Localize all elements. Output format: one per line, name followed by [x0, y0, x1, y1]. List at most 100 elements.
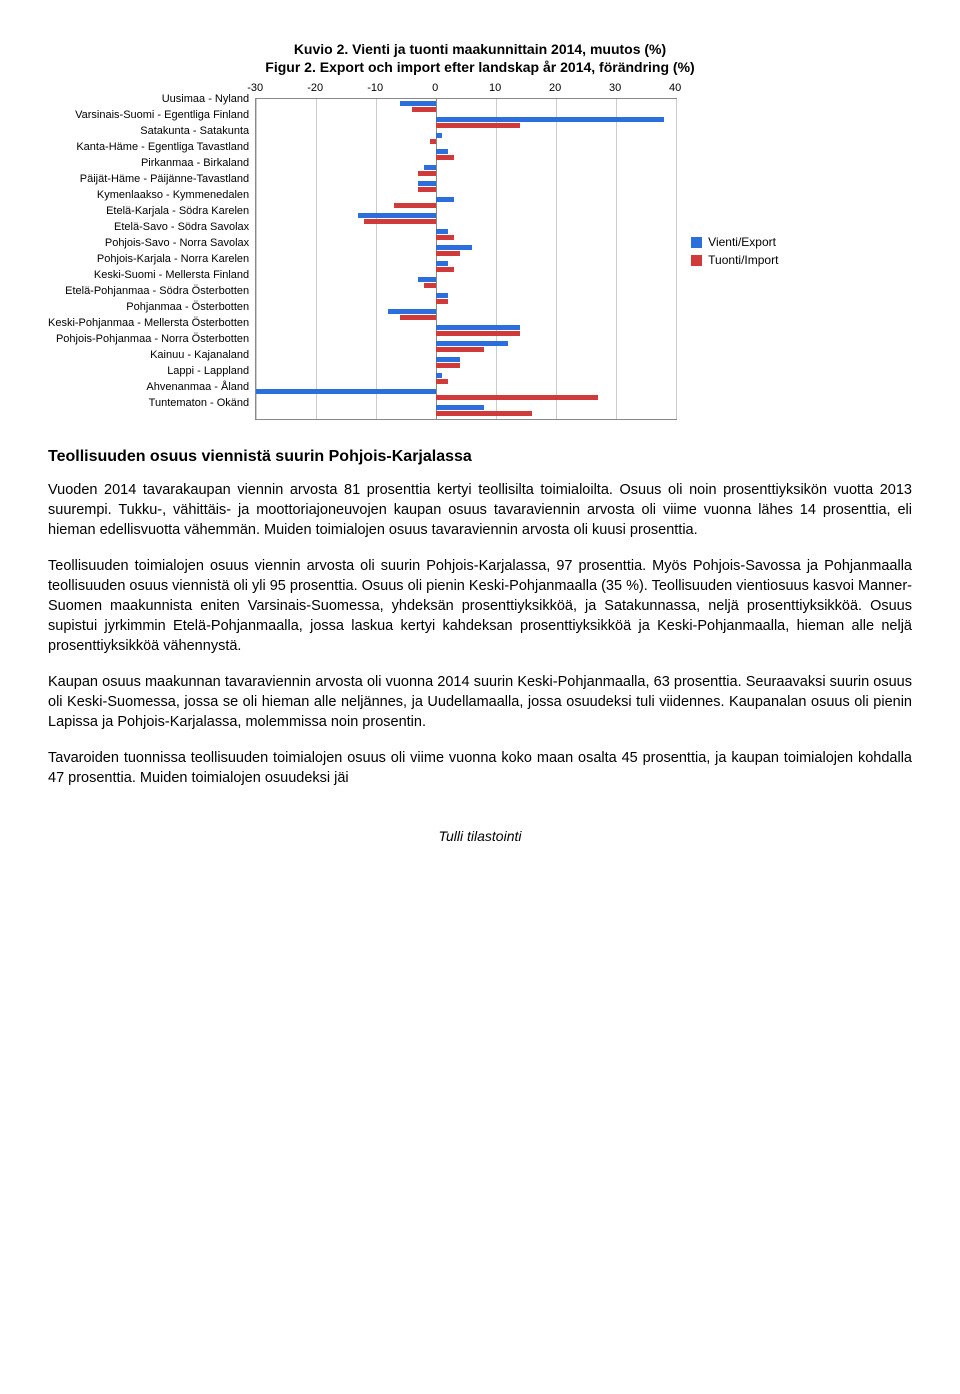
y-category-label: Kainuu - Kajanaland: [150, 347, 249, 363]
import-bar: [412, 107, 436, 112]
bar-row: [256, 163, 676, 179]
legend-swatch-export: [691, 237, 702, 248]
export-bar: [436, 117, 664, 122]
import-bar: [424, 283, 436, 288]
y-category-label: Pohjois-Pohjanmaa - Norra Österbotten: [56, 331, 249, 347]
x-tick-label: 30: [609, 82, 621, 94]
y-category-label: Kymenlaakso - Kymmenedalen: [97, 187, 249, 203]
export-bar: [400, 101, 436, 106]
bar-row: [256, 355, 676, 371]
bar-row: [256, 99, 676, 115]
import-bar: [436, 299, 448, 304]
x-tick-label: -10: [367, 82, 383, 94]
import-bar: [436, 347, 484, 352]
y-category-label: Etelä-Savo - Södra Savolax: [114, 219, 249, 235]
y-category-label: Etelä-Pohjanmaa - Södra Österbotten: [65, 283, 249, 299]
bar-row: [256, 115, 676, 131]
import-bar: [436, 331, 520, 336]
import-bar: [400, 315, 436, 320]
section-heading: Teollisuuden osuus viennistä suurin Pohj…: [48, 448, 912, 466]
export-bar: [436, 293, 448, 298]
export-bar: [388, 309, 436, 314]
export-bar: [436, 357, 460, 362]
y-category-label: Kanta-Häme - Egentliga Tavastland: [76, 139, 249, 155]
y-category-label: Keski-Pohjanmaa - Mellersta Österbotten: [48, 315, 249, 331]
export-bar: [256, 389, 436, 394]
x-tick-label: 0: [432, 82, 438, 94]
y-category-label: Uusimaa - Nyland: [162, 91, 249, 107]
export-bar: [418, 181, 436, 186]
y-category-label: Pohjanmaa - Österbotten: [126, 299, 249, 315]
chart-title: Kuvio 2. Vienti ja tuonti maakunnittain …: [48, 40, 912, 76]
export-bar: [436, 373, 442, 378]
y-category-label: Keski-Suomi - Mellersta Finland: [94, 267, 249, 283]
import-bar: [418, 187, 436, 192]
bar-row: [256, 131, 676, 147]
export-bar: [436, 261, 448, 266]
import-bar: [436, 251, 460, 256]
export-bar: [436, 133, 442, 138]
y-category-label: Pohjois-Karjala - Norra Karelen: [97, 251, 249, 267]
import-bar: [436, 267, 454, 272]
export-bar: [436, 405, 484, 410]
footer: Tulli tilastointi: [48, 828, 912, 844]
bar-row: [256, 195, 676, 211]
import-bar: [436, 123, 520, 128]
export-bar: [436, 325, 520, 330]
bar-row: [256, 403, 676, 419]
export-bar: [358, 213, 436, 218]
bar-row: [256, 179, 676, 195]
bar-row: [256, 371, 676, 387]
export-bar: [418, 277, 436, 282]
import-bar: [364, 219, 436, 224]
export-bar: [436, 197, 454, 202]
bar-row: [256, 227, 676, 243]
bar-row: [256, 211, 676, 227]
export-bar: [436, 149, 448, 154]
y-category-label: Satakunta - Satakunta: [140, 123, 249, 139]
export-bar: [436, 245, 472, 250]
import-bar: [430, 139, 436, 144]
import-bar: [436, 363, 460, 368]
y-category-label: Etelä-Karjala - Södra Karelen: [106, 203, 249, 219]
bar-row: [256, 243, 676, 259]
chart-container: Uusimaa - NylandVarsinais-Suomi - Egentl…: [48, 82, 912, 420]
bar-row: [256, 275, 676, 291]
legend-label-import: Tuonti/Import: [708, 253, 778, 267]
export-bar: [424, 165, 436, 170]
chart-title-line1: Kuvio 2. Vienti ja tuonti maakunnittain …: [48, 40, 912, 58]
legend-item-export: Vienti/Export: [691, 235, 778, 249]
x-tick-label: -30: [247, 82, 263, 94]
body-paragraph: Kaupan osuus maakunnan tavaraviennin arv…: [48, 672, 912, 732]
bar-row: [256, 339, 676, 355]
chart-title-line2: Figur 2. Export och import efter landska…: [48, 58, 912, 76]
chart-legend: Vienti/Export Tuonti/Import: [691, 231, 778, 271]
x-tick-label: 20: [549, 82, 561, 94]
import-bar: [436, 235, 454, 240]
x-tick-label: 40: [669, 82, 681, 94]
y-category-label: Ahvenanmaa - Åland: [146, 379, 249, 395]
body-paragraph: Vuoden 2014 tavarakaupan viennin arvosta…: [48, 480, 912, 540]
y-category-label: Tuntematon - Okänd: [149, 395, 249, 411]
chart-plot-column: -30-20-10010203040: [255, 82, 677, 420]
y-category-label: Varsinais-Suomi - Egentliga Finland: [75, 107, 249, 123]
bar-row: [256, 387, 676, 403]
import-bar: [436, 395, 598, 400]
bar-row: [256, 323, 676, 339]
legend-swatch-import: [691, 255, 702, 266]
import-bar: [418, 171, 436, 176]
import-bar: [436, 379, 448, 384]
bar-row: [256, 307, 676, 323]
gridline: [676, 99, 677, 419]
chart-plot-area: [255, 98, 677, 420]
body-paragraph: Teollisuuden toimialojen osuus viennin a…: [48, 556, 912, 656]
import-bar: [436, 411, 532, 416]
body-text: Vuoden 2014 tavarakaupan viennin arvosta…: [48, 480, 912, 788]
export-bar: [436, 229, 448, 234]
bar-row: [256, 259, 676, 275]
y-category-label: Päijät-Häme - Päijänne-Tavastland: [80, 171, 249, 187]
body-paragraph: Tavaroiden tuonnissa teollisuuden toimia…: [48, 748, 912, 788]
legend-label-export: Vienti/Export: [708, 235, 776, 249]
chart-x-axis: -30-20-10010203040: [255, 82, 675, 98]
y-category-label: Pirkanmaa - Birkaland: [141, 155, 249, 171]
